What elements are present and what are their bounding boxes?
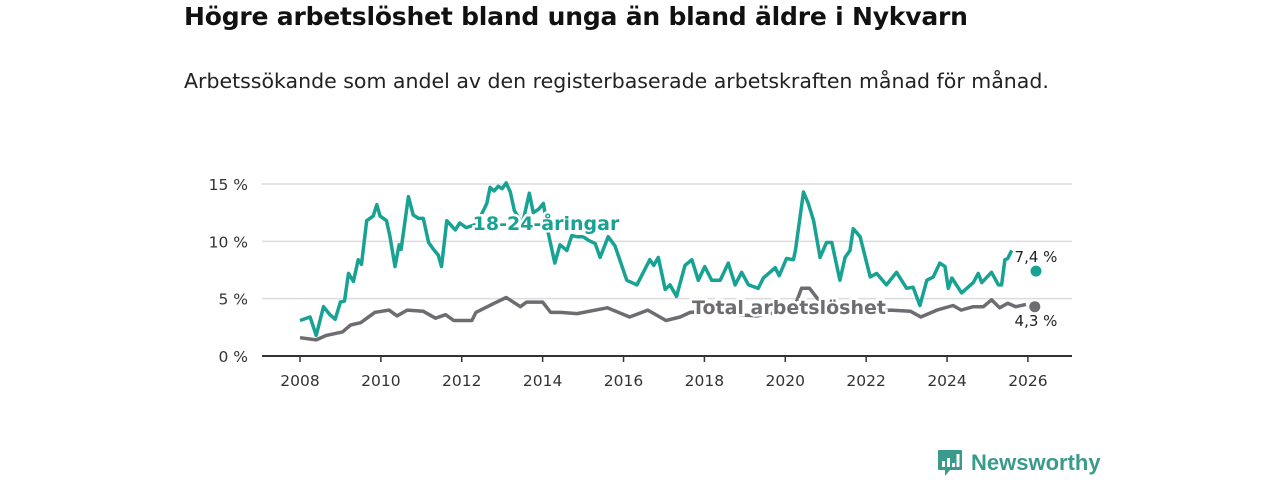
end-point-marker — [1030, 265, 1042, 277]
x-tick-label: 2022 — [846, 372, 885, 390]
x-tick-label: 2014 — [523, 372, 562, 390]
brand-name: Newsworthy — [971, 450, 1101, 475]
end-value-label: 7,4 % — [1015, 248, 1058, 266]
newsworthy-logo-icon — [938, 450, 962, 476]
chart-title: Högre arbetslöshet bland unga än bland ä… — [184, 2, 968, 31]
x-tick-label: 2012 — [442, 372, 481, 390]
end-point-marker — [1029, 301, 1041, 313]
series-label: 18-24-åringar — [473, 211, 620, 235]
y-tick-label: 5 % — [218, 291, 248, 309]
y-tick-label: 10 % — [209, 233, 248, 251]
chart-subtitle: Arbetssökande som andel av den registerb… — [184, 69, 1049, 93]
x-tick-label: 2018 — [685, 372, 724, 390]
y-tick-label: 0 % — [218, 348, 248, 366]
series-line-youth — [299, 181, 1014, 338]
x-tick-label: 2010 — [361, 372, 400, 390]
x-tick-label: 2016 — [604, 372, 643, 390]
brand-logo: Newsworthy — [937, 449, 1101, 477]
x-tick-label: 2026 — [1008, 372, 1047, 390]
x-tick-label: 2024 — [927, 372, 966, 390]
end-value-label: 4,3 % — [1015, 312, 1058, 330]
series-line-total — [299, 286, 1027, 342]
y-tick-label: 15 % — [209, 176, 248, 194]
x-tick-label: 2020 — [766, 372, 805, 390]
series-label: Total arbetslöshet — [692, 297, 886, 319]
x-tick-label: 2008 — [280, 372, 319, 390]
